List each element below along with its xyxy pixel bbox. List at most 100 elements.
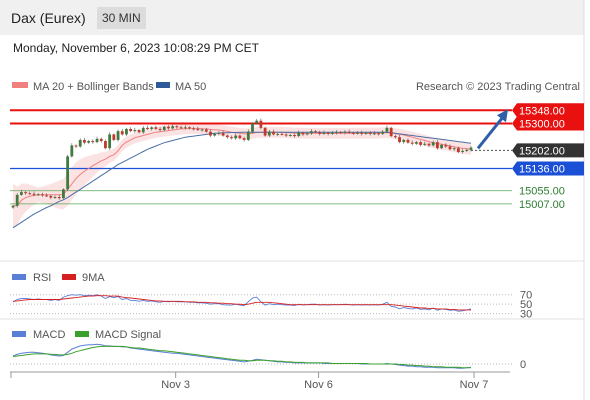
candle [20, 189, 23, 196]
forecast-arrow [476, 109, 508, 150]
chart-header: Dax (Eurex) 30 MIN [0, 0, 584, 35]
candle-body [440, 144, 443, 149]
candle-body [221, 132, 225, 136]
candle-body [183, 127, 187, 129]
candle-body [179, 127, 183, 129]
candle-body [423, 143, 427, 145]
candle [293, 133, 296, 138]
candle [431, 140, 435, 147]
candle [15, 193, 19, 208]
candle [120, 128, 124, 136]
candle-body [381, 131, 385, 134]
candle-body [263, 127, 267, 136]
copyright: Research © 2023 Trading Central [416, 81, 580, 93]
candle-body [431, 142, 435, 146]
candle [423, 141, 427, 146]
candle [435, 139, 439, 150]
candle-body [398, 137, 401, 143]
candle [221, 130, 225, 137]
candle-body [335, 132, 338, 134]
candle-body [104, 141, 107, 149]
candle [238, 134, 242, 140]
candle-body [251, 123, 254, 132]
candle-body [280, 133, 284, 135]
candle-body [62, 189, 65, 199]
candle-body [356, 132, 359, 134]
candle-body [188, 127, 191, 129]
candle [11, 204, 15, 209]
macd-indicator: 0 [10, 343, 526, 371]
x-tick-label: Nov 3 [161, 379, 190, 391]
candle-body [448, 146, 452, 150]
candle [129, 127, 133, 133]
level-label: 15300.00 [519, 118, 565, 130]
candle [322, 130, 326, 135]
candle [24, 191, 28, 195]
candle-body [154, 127, 158, 129]
candle [62, 188, 65, 200]
candle-body [406, 139, 410, 143]
candle-body [301, 132, 305, 135]
candle [133, 127, 137, 133]
candle [440, 143, 443, 150]
candle [78, 138, 82, 148]
candle-body [456, 148, 460, 153]
candle [410, 140, 414, 146]
timeframe-button[interactable]: 30 MIN [97, 7, 146, 29]
candle [95, 136, 99, 144]
candle [427, 142, 431, 148]
candle [276, 132, 280, 137]
candle-body [125, 128, 128, 135]
candle [183, 125, 187, 130]
candle [209, 129, 212, 138]
candle-body [175, 126, 179, 128]
candle [175, 125, 179, 129]
candle-body [66, 156, 70, 190]
level-label: 15348.00 [519, 105, 565, 117]
candle-body [120, 131, 124, 135]
candle [385, 125, 389, 134]
candle [381, 130, 385, 135]
candle-body [57, 197, 61, 199]
candle [74, 144, 78, 149]
candle-body [372, 133, 376, 135]
candle [137, 128, 141, 134]
candle [309, 128, 313, 135]
candle [246, 129, 250, 142]
candle-body [28, 193, 32, 195]
candle-body [284, 134, 288, 136]
moving-averages [12, 127, 472, 229]
candle-body [461, 150, 464, 153]
candle [104, 139, 107, 150]
candle [280, 132, 284, 136]
candle-body [95, 138, 99, 143]
candle [448, 144, 452, 151]
candle-body [91, 141, 95, 143]
rsi-legend-swatch [12, 274, 26, 280]
candle [469, 145, 473, 152]
candle [234, 133, 238, 140]
candle [150, 126, 154, 131]
rsi-tick-label: 70 [520, 290, 532, 302]
level-label: 15007.00 [519, 199, 565, 211]
candle-body [360, 132, 364, 134]
candle [217, 131, 221, 136]
level-badge [512, 103, 584, 118]
candle [259, 118, 263, 130]
candle [347, 129, 351, 134]
candle-body [70, 145, 74, 157]
candle [461, 148, 464, 154]
candle [339, 131, 343, 134]
candle-body [318, 132, 322, 134]
candle-body [246, 131, 250, 140]
level-label: 15136.00 [519, 163, 565, 175]
candle-body [171, 126, 175, 129]
candle [335, 130, 338, 135]
candle [99, 137, 103, 143]
forecast-arrow-shaft [476, 117, 504, 150]
candle-body [41, 194, 44, 196]
candle-body [351, 132, 355, 134]
rsi-ma-legend-swatch [62, 274, 76, 280]
candle [200, 128, 204, 132]
candle [330, 131, 334, 135]
